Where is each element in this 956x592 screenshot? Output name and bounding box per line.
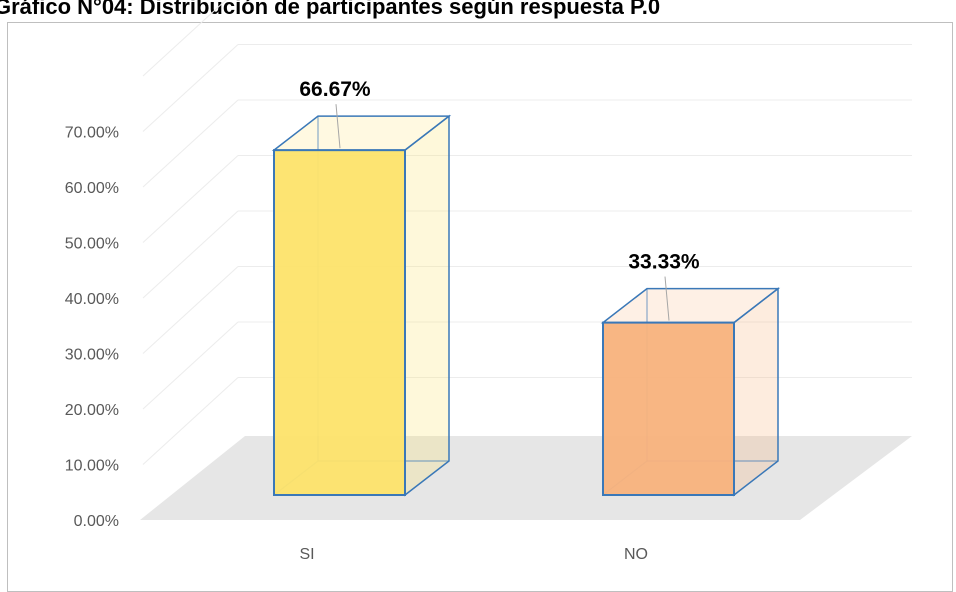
floor-plane [140,436,912,520]
gridline-wall [142,377,239,465]
x-tick-label: NO [624,546,648,563]
bars [271,114,781,497]
x-axis-tick-labels: SI NO [299,546,648,563]
bar [600,287,781,497]
gridline-wall [142,321,239,410]
bar-chart: 0.00% 10.00% 20.00% 30.00% 40.00% 50.00% 60.00… [65,0,912,563]
gridline-wall [142,99,239,188]
y-tick-label: 40.00% [65,291,119,308]
data-label: 33.33% [628,251,700,274]
y-tick-label: 50.00% [65,236,119,253]
chart-floor [140,436,912,520]
y-tick-label: 30.00% [65,347,119,364]
gridline-wall [142,155,239,243]
data-labels: 66.67% 33.33% [299,78,700,321]
y-tick-label: 70.00% [65,125,119,142]
x-tick-label: SI [299,546,314,563]
y-tick-label: 10.00% [65,458,119,475]
gridlines [142,0,912,465]
gridline-wall [142,0,227,77]
chart-title: Gráfico N°04: Distribución de participan… [0,0,661,19]
gridline-wall [142,266,239,354]
bar-side [733,287,779,497]
bar [271,114,452,497]
bar-side [404,114,450,497]
bar-front [602,321,735,496]
data-label-leader [335,104,341,149]
y-tick-label: 60.00% [65,180,119,197]
y-tick-label: 20.00% [65,402,119,419]
gridline-wall [142,210,239,299]
data-label-leader [664,276,670,321]
gridline-wall [142,44,239,132]
y-tick-label: 0.00% [74,513,119,530]
y-axis-tick-labels: 0.00% 10.00% 20.00% 30.00% 40.00% 50.00% 60.00… [65,125,119,531]
bar-front [273,149,406,496]
data-label: 66.67% [299,78,371,101]
